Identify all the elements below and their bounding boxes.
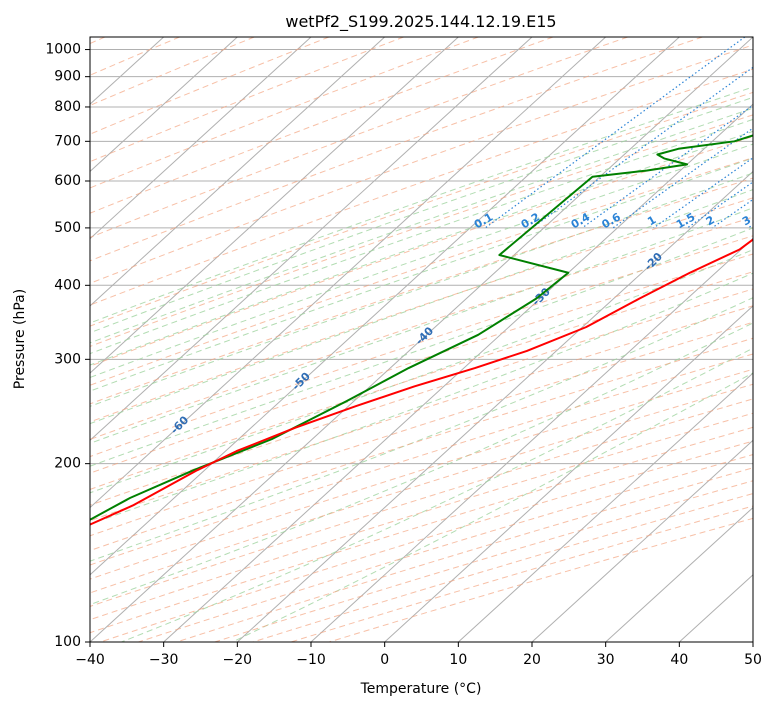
dry-adiabat-line <box>290 505 753 642</box>
dry-adiabat-line <box>90 235 753 458</box>
isotherm-line <box>90 37 238 173</box>
isotherm-line <box>236 170 753 642</box>
mixing-ratio-label: 4 <box>767 213 775 228</box>
dry-adiabat-line <box>176 467 753 642</box>
isotherm-line <box>384 305 753 642</box>
dry-adiabat-line <box>90 337 753 552</box>
isotherm-line <box>90 37 680 576</box>
mixing-ratio-lines: 0.10.20.40.611.52346810131620253036 <box>472 37 775 231</box>
isotherm-line <box>90 37 459 374</box>
mixing-ratio-line <box>747 223 753 229</box>
moist-adiabat-line <box>232 372 753 642</box>
x-tick-label: −20 <box>223 652 253 668</box>
dry-adiabat-line <box>252 493 753 642</box>
isotherm-line <box>90 37 312 240</box>
x-tick-label: 50 <box>744 652 762 668</box>
moist-adiabats <box>90 86 753 642</box>
isotherm-line <box>531 439 753 642</box>
chart-title: wetPf2_S199.2025.144.12.19.E15 <box>285 12 556 32</box>
dry-adiabat-line <box>90 37 330 135</box>
dry-adiabat-line <box>90 412 753 621</box>
dry-adiabat-line <box>90 37 479 189</box>
mixing-ratio-line <box>484 37 746 229</box>
isotherm-line <box>752 641 753 642</box>
mixing-ratio-line <box>581 104 753 229</box>
isotherm-line <box>90 37 533 442</box>
dry-adiabat-line <box>214 480 753 642</box>
profiles <box>90 134 753 526</box>
dry-adiabat-line <box>100 440 753 642</box>
dry-adiabat-line <box>90 114 753 347</box>
y-tick-label: 500 <box>54 220 81 236</box>
y-tick-label: 600 <box>54 173 81 189</box>
temperature-profile-line <box>90 238 753 526</box>
dry-adiabat-line <box>90 177 753 405</box>
dry-adiabat-line <box>90 37 628 239</box>
dry-adiabat-line <box>90 197 753 423</box>
isotherm-line <box>90 37 386 307</box>
dry-adiabat-line <box>328 517 753 642</box>
dry-adiabat-line <box>90 216 753 440</box>
dry-adiabat-line <box>90 253 753 474</box>
y-tick-label: 1000 <box>45 42 81 58</box>
y-tick-label: 700 <box>54 133 81 149</box>
x-tick-label: 40 <box>670 652 688 668</box>
y-axis-ticks: 100 200 300 400 500 600 700 800 900 1000 <box>45 42 90 650</box>
y-axis-label: Pressure (hPa) <box>12 289 28 389</box>
isotherm-line <box>310 237 753 642</box>
dry-adiabat-line <box>90 37 703 262</box>
y-tick-label: 200 <box>54 456 81 472</box>
moist-adiabat-line <box>90 143 753 379</box>
plot-area: 0.10.20.40.611.52346810131620253036 -100… <box>90 37 775 642</box>
mixing-ratio-label: 3 <box>740 213 753 228</box>
grid-lines <box>90 37 753 642</box>
isotherm-line <box>605 506 753 642</box>
y-tick-label: 300 <box>54 351 81 367</box>
isotherm-line <box>163 103 753 642</box>
mixing-ratio-line <box>687 181 753 229</box>
dry-adiabat-line <box>90 368 753 580</box>
mixing-ratio-line <box>612 127 753 229</box>
dewpoint-profile-line <box>90 134 753 521</box>
moist-adiabat-line <box>90 118 753 355</box>
dry-adiabat-line <box>90 271 753 490</box>
x-axis-label: Temperature (°C) <box>360 681 482 697</box>
x-tick-label: −30 <box>149 652 179 668</box>
dry-adiabat-line <box>90 136 753 367</box>
moist-adiabat-line <box>90 227 753 467</box>
x-tick-label: 0 <box>380 652 389 668</box>
y-tick-label: 100 <box>54 634 81 650</box>
isotherm-line <box>90 37 753 642</box>
dry-adiabat-line <box>90 353 753 566</box>
dry-adiabat-line <box>90 157 753 386</box>
isotherm-line <box>90 37 607 509</box>
dry-adiabats <box>90 37 753 642</box>
plot-frame <box>89 36 754 643</box>
y-tick-label: 900 <box>54 69 81 85</box>
dry-adiabat-line <box>90 398 753 607</box>
y-tick-label: 800 <box>54 99 81 115</box>
moist-adiabat-line <box>121 347 753 642</box>
isotherm-line <box>457 372 753 642</box>
moist-adiabat-line <box>90 172 753 407</box>
moist-adiabat-line <box>90 297 753 562</box>
y-tick-label: 400 <box>54 277 81 293</box>
mixing-ratio-line <box>653 157 753 229</box>
x-tick-label: 20 <box>523 652 541 668</box>
moist-adiabat-line <box>90 207 753 444</box>
x-axis-ticks: −40 −30 −20 −10 0 10 20 30 40 50 <box>75 642 762 668</box>
dry-adiabat-line <box>90 44 753 284</box>
x-tick-label: 30 <box>597 652 615 668</box>
x-tick-label: 10 <box>449 652 467 668</box>
moist-adiabat-line <box>90 322 753 606</box>
x-tick-label: −10 <box>296 652 326 668</box>
dry-adiabat-label: -10 <box>747 221 770 244</box>
dry-adiabat-line <box>90 383 753 594</box>
x-tick-label: −40 <box>75 652 105 668</box>
dry-adiabat-line <box>90 37 404 163</box>
